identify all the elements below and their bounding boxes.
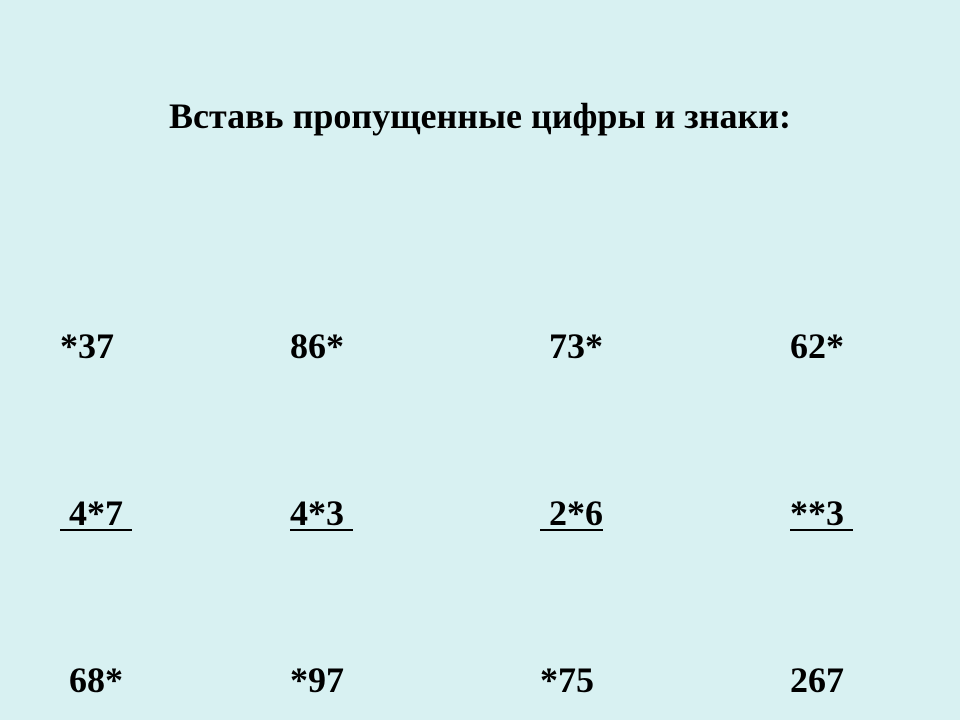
problems-row: *37 4*7 68* 86* 4*3 *97 73* 2*6 *75 62* …	[0, 207, 960, 720]
problem-3-row-3: *75	[540, 653, 790, 709]
problem-2-row-1: 86*	[290, 319, 540, 375]
problem-1: *37 4*7 68*	[60, 207, 290, 720]
problem-4-row-2: **3	[790, 486, 940, 542]
problem-1-row-2: 4*7	[60, 486, 290, 542]
slide-title: Вставь пропущенные цифры и знаки:	[0, 95, 960, 137]
problem-3: 73* 2*6 *75	[540, 207, 790, 720]
problem-4-row-3: 267	[790, 653, 940, 709]
problem-2-row-2: 4*3	[290, 486, 540, 542]
problem-4-row-1: 62*	[790, 319, 940, 375]
slide: Вставь пропущенные цифры и знаки: *37 4*…	[0, 0, 960, 720]
problem-2: 86* 4*3 *97	[290, 207, 540, 720]
problem-1-row-1: *37	[60, 319, 290, 375]
problem-4: 62* **3 267	[790, 207, 940, 720]
problem-1-row-3: 68*	[60, 653, 290, 709]
problem-3-row-2: 2*6	[540, 486, 790, 542]
problem-3-row-1: 73*	[540, 319, 790, 375]
problem-2-row-3: *97	[290, 653, 540, 709]
